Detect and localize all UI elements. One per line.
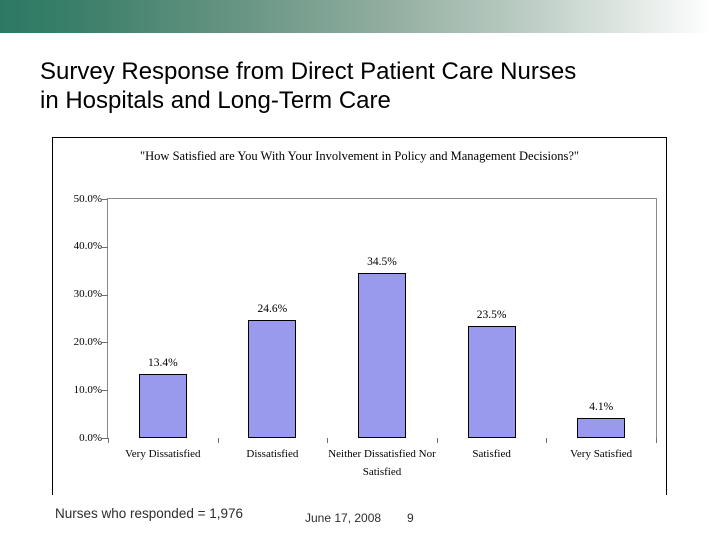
plot-area: 50.0% 40.0% 30.0% 20.0% 10.0% 0.0% 13.4% Very D…: [74, 193, 657, 478]
category-label-dissatisfied: Dissatisfied: [246, 448, 299, 460]
title-banner-gradient: [0, 0, 720, 33]
chart-frame: "How Satisfied are You With Your Involve…: [52, 137, 667, 495]
x-axis-tick-mark: [436, 438, 438, 443]
bar-dissatisfied: [248, 320, 297, 438]
bar-very-dissatisfied: [138, 373, 187, 438]
x-axis-tick-mark: [327, 438, 329, 443]
value-label-neither-dissatisfied-nor-satisfied: 34.5%: [367, 256, 397, 269]
footer-page-number: 9: [407, 511, 414, 525]
y-axis-tick-label: 50.0%: [73, 192, 102, 205]
value-label-very-dissatisfied: 13.4%: [147, 356, 178, 369]
x-axis-tick-mark: [108, 438, 109, 443]
bar-satisfied: [467, 325, 516, 438]
value-label-dissatisfied: 24.6%: [257, 303, 288, 316]
category-label-very-dissatisfied: Very Dissatisfied: [125, 448, 201, 460]
x-axis-tick-mark: [546, 438, 548, 443]
value-label-satisfied: 23.5%: [476, 308, 507, 321]
y-axis-tick-mark: [102, 294, 108, 296]
slide-title-line-2: in Hospitals and Long-Term Care: [40, 87, 391, 114]
x-axis-tick-mark: [656, 438, 657, 443]
slide-title: Survey Response from Direct Patient Care…: [40, 57, 690, 115]
category-label-satisfied: Satisfied: [472, 448, 511, 460]
y-axis-tick-mark: [102, 390, 108, 392]
category-label-very-satisfied: Very Satisfied: [570, 448, 633, 460]
y-axis-tick-label: 0.0%: [79, 431, 102, 444]
y-axis-tick-label: 20.0%: [73, 335, 102, 348]
y-axis-tick-mark: [102, 199, 108, 200]
y-axis-tick-label: 30.0%: [73, 288, 102, 301]
y-axis-tick-label: 10.0%: [73, 383, 102, 396]
y-axis-tick-mark: [102, 246, 108, 248]
value-label-very-satisfied: 4.1%: [589, 401, 614, 414]
chart-title: "How Satisfied are You With Your Involve…: [140, 149, 579, 163]
x-axis-tick-mark: [217, 438, 219, 443]
y-axis-tick-mark: [102, 438, 108, 439]
bar-very-satisfied: [577, 418, 626, 438]
y-axis-tick-mark: [102, 342, 108, 344]
bar-neither-dissatisfied-nor-satisfied: [358, 273, 406, 438]
slide-title-line-1: Survey Response from Direct Patient Care…: [40, 58, 577, 85]
y-axis-tick-label: 40.0%: [73, 240, 102, 253]
footer-date: June 17, 2008: [305, 511, 382, 525]
category-label-neither-dissatisfied-nor-satisfied: Neither Dissatisfied Nor Satisfied: [328, 448, 436, 478]
footer-note: Nurses who responded = 1,976: [55, 506, 243, 521]
